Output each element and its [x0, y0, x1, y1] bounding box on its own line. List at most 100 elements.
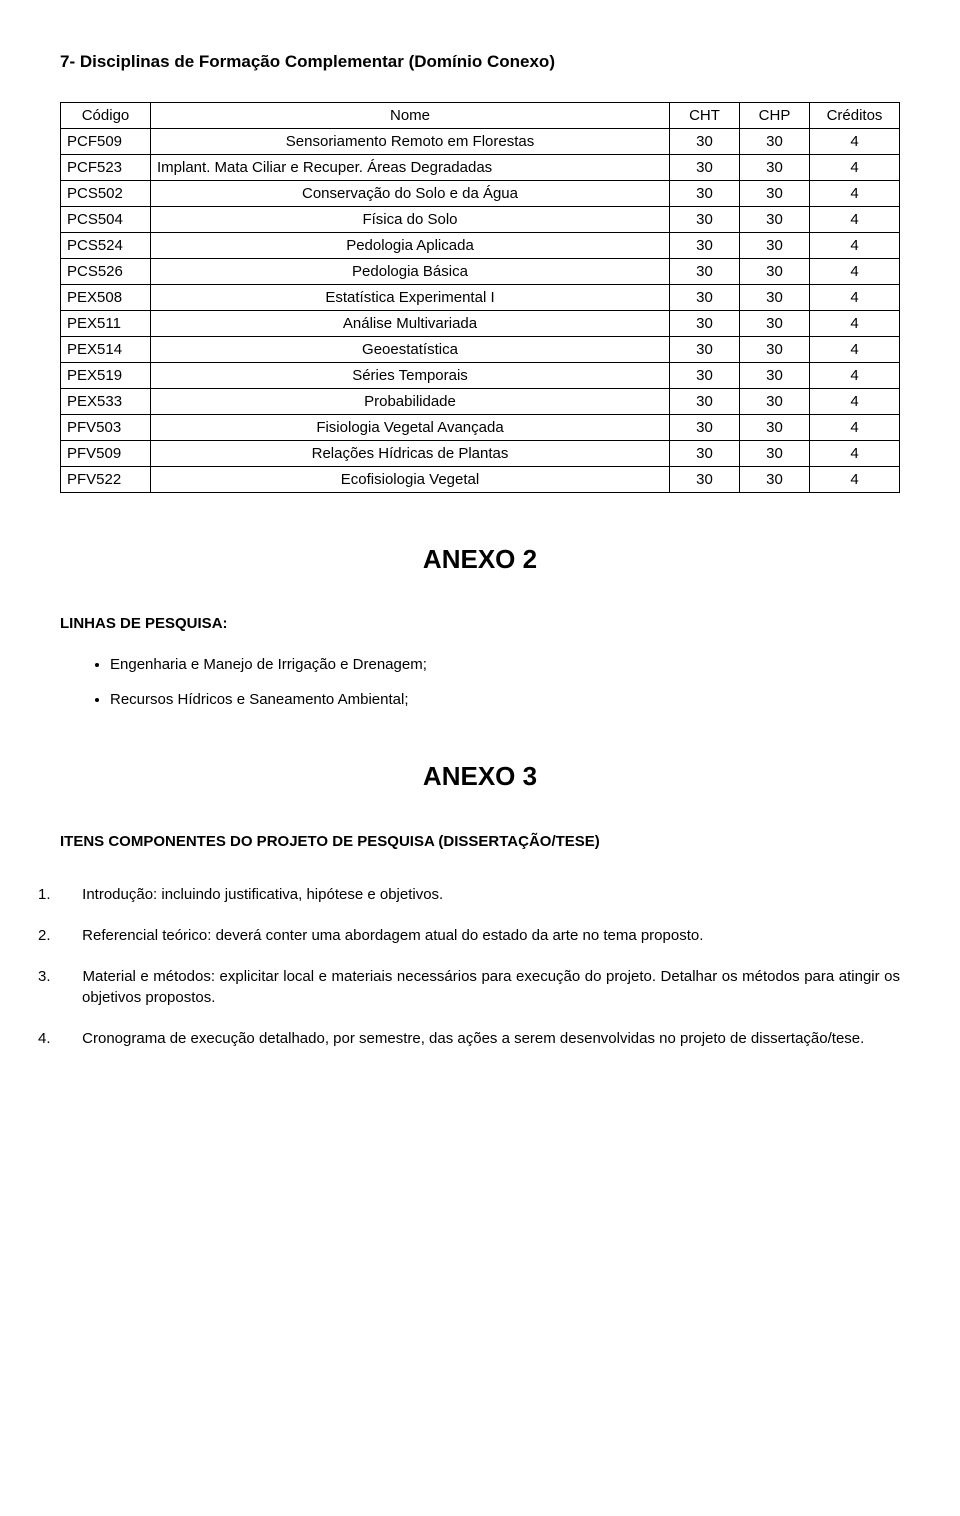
table-header-row: Código Nome CHT CHP Créditos	[61, 102, 900, 128]
numbered-item: 1. Introdução: incluindo justificativa, …	[60, 884, 900, 905]
cell-code: PCF509	[61, 128, 151, 154]
cell-cht: 30	[670, 128, 740, 154]
th-code: Código	[61, 102, 151, 128]
table-row: PFV503Fisiologia Vegetal Avançada30304	[61, 414, 900, 440]
cell-name: Pedologia Básica	[151, 258, 670, 284]
table-row: PCF523Implant. Mata Ciliar e Recuper. Ár…	[61, 154, 900, 180]
cell-cred: 4	[810, 440, 900, 466]
cell-cred: 4	[810, 284, 900, 310]
cell-name: Conservação do Solo e da Água	[151, 180, 670, 206]
cell-cred: 4	[810, 362, 900, 388]
discipline-table: Código Nome CHT CHP Créditos PCF509Senso…	[60, 102, 900, 493]
cell-chp: 30	[740, 336, 810, 362]
cell-code: PCS524	[61, 232, 151, 258]
list-item: Recursos Hídricos e Saneamento Ambiental…	[110, 689, 900, 710]
th-name: Nome	[151, 102, 670, 128]
cell-code: PEX511	[61, 310, 151, 336]
cell-name: Relações Hídricas de Plantas	[151, 440, 670, 466]
cell-chp: 30	[740, 440, 810, 466]
cell-name: Pedologia Aplicada	[151, 232, 670, 258]
table-row: PEX519Séries Temporais30304	[61, 362, 900, 388]
item-text: Material e métodos: explicitar local e m…	[78, 968, 900, 1006]
cell-name: Séries Temporais	[151, 362, 670, 388]
cell-cred: 4	[810, 466, 900, 492]
cell-code: PEX519	[61, 362, 151, 388]
cell-code: PEX514	[61, 336, 151, 362]
cell-name: Fisiologia Vegetal Avançada	[151, 414, 670, 440]
item-text: Cronograma de execução detalhado, por se…	[78, 1030, 864, 1047]
cell-code: PEX508	[61, 284, 151, 310]
cell-code: PFV522	[61, 466, 151, 492]
cell-code: PFV509	[61, 440, 151, 466]
cell-name: Análise Multivariada	[151, 310, 670, 336]
cell-code: PFV503	[61, 414, 151, 440]
cell-cht: 30	[670, 180, 740, 206]
cell-cht: 30	[670, 466, 740, 492]
cell-code: PCS526	[61, 258, 151, 284]
cell-name: Geoestatística	[151, 336, 670, 362]
anexo3-items: 1. Introdução: incluindo justificativa, …	[60, 884, 900, 1049]
item-number: 4.	[60, 1028, 78, 1049]
cell-chp: 30	[740, 388, 810, 414]
cell-chp: 30	[740, 362, 810, 388]
cell-chp: 30	[740, 206, 810, 232]
cell-cht: 30	[670, 258, 740, 284]
cell-cht: 30	[670, 414, 740, 440]
cell-name: Ecofisiologia Vegetal	[151, 466, 670, 492]
table-row: PEX508Estatística Experimental I30304	[61, 284, 900, 310]
cell-chp: 30	[740, 154, 810, 180]
list-item: Engenharia e Manejo de Irrigação e Drena…	[110, 654, 900, 675]
cell-code: PCF523	[61, 154, 151, 180]
table-row: PCF509Sensoriamento Remoto em Florestas3…	[61, 128, 900, 154]
cell-code: PEX533	[61, 388, 151, 414]
table-row: PCS526Pedologia Básica30304	[61, 258, 900, 284]
cell-cred: 4	[810, 206, 900, 232]
cell-code: PCS504	[61, 206, 151, 232]
cell-cred: 4	[810, 414, 900, 440]
cell-cred: 4	[810, 258, 900, 284]
table-row: PFV522Ecofisiologia Vegetal30304	[61, 466, 900, 492]
th-chp: CHP	[740, 102, 810, 128]
th-cred: Créditos	[810, 102, 900, 128]
cell-cht: 30	[670, 310, 740, 336]
cell-cred: 4	[810, 154, 900, 180]
cell-cht: 30	[670, 154, 740, 180]
cell-cred: 4	[810, 336, 900, 362]
cell-chp: 30	[740, 180, 810, 206]
anexo3-subhead: ITENS COMPONENTES DO PROJETO DE PESQUISA…	[60, 831, 900, 852]
table-row: PCS502Conservação do Solo e da Água30304	[61, 180, 900, 206]
item-text: Introdução: incluindo justificativa, hip…	[78, 886, 443, 903]
anexo2-subhead: LINHAS DE PESQUISA:	[60, 613, 900, 634]
cell-cht: 30	[670, 206, 740, 232]
item-number: 2.	[60, 925, 78, 946]
numbered-item: 3. Material e métodos: explicitar local …	[60, 966, 900, 1008]
cell-name: Física do Solo	[151, 206, 670, 232]
cell-cht: 30	[670, 284, 740, 310]
cell-chp: 30	[740, 128, 810, 154]
item-number: 1.	[60, 884, 78, 905]
cell-cred: 4	[810, 232, 900, 258]
item-text: Referencial teórico: deverá conter uma a…	[78, 927, 703, 944]
anexo2-title: ANEXO 2	[60, 541, 900, 577]
table-row: PCS524Pedologia Aplicada30304	[61, 232, 900, 258]
table-row: PCS504Física do Solo30304	[61, 206, 900, 232]
cell-cht: 30	[670, 362, 740, 388]
th-cht: CHT	[670, 102, 740, 128]
cell-cht: 30	[670, 232, 740, 258]
cell-name: Sensoriamento Remoto em Florestas	[151, 128, 670, 154]
cell-code: PCS502	[61, 180, 151, 206]
section7-title: 7- Disciplinas de Formação Complementar …	[60, 50, 900, 74]
cell-name: Implant. Mata Ciliar e Recuper. Áreas De…	[151, 154, 670, 180]
cell-chp: 30	[740, 284, 810, 310]
numbered-item: 2. Referencial teórico: deverá conter um…	[60, 925, 900, 946]
cell-chp: 30	[740, 310, 810, 336]
cell-cht: 30	[670, 440, 740, 466]
table-row: PFV509Relações Hídricas de Plantas30304	[61, 440, 900, 466]
cell-cht: 30	[670, 388, 740, 414]
anexo2-bullets: Engenharia e Manejo de Irrigação e Drena…	[60, 654, 900, 710]
table-row: PEX514Geoestatística30304	[61, 336, 900, 362]
cell-chp: 30	[740, 414, 810, 440]
cell-cred: 4	[810, 128, 900, 154]
cell-chp: 30	[740, 258, 810, 284]
numbered-item: 4. Cronograma de execução detalhado, por…	[60, 1028, 900, 1049]
